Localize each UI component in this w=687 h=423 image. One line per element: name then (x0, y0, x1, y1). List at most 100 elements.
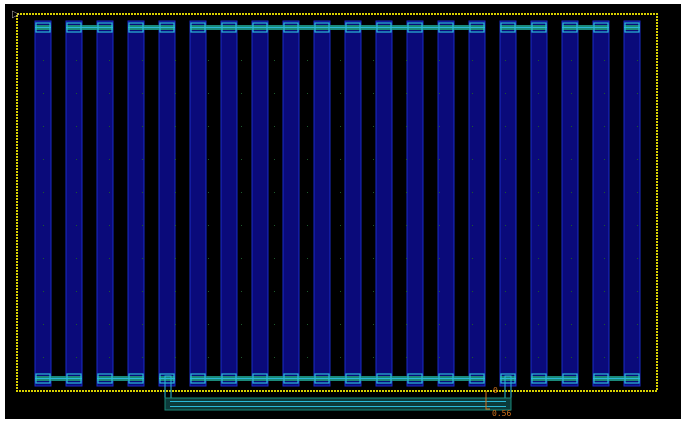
grid-dot (109, 159, 110, 160)
grid-dot (406, 225, 407, 226)
grid-dot (472, 192, 473, 193)
grid-dot (538, 258, 539, 259)
grid-dot (505, 258, 506, 259)
grid-dot (373, 126, 374, 127)
grid-dot (241, 159, 242, 160)
grid-dot (340, 324, 341, 325)
grid-dot (439, 357, 440, 358)
grid-dot (373, 324, 374, 325)
grid-dot (241, 291, 242, 292)
grid-dot (241, 324, 242, 325)
grid-dot (439, 192, 440, 193)
grid-dot (571, 357, 572, 358)
grid-dot (43, 126, 44, 127)
grid-dot (43, 60, 44, 61)
grid-dot (406, 324, 407, 325)
grid-dot (637, 291, 638, 292)
grid-dot (43, 258, 44, 259)
layout-drawing (16, 13, 658, 411)
grid-dot (274, 93, 275, 94)
grid-dot (406, 159, 407, 160)
grid-dot (142, 258, 143, 259)
grid-dot (241, 258, 242, 259)
grid-dot (604, 258, 605, 259)
poly-finger (437, 20, 455, 387)
grid-dot (307, 324, 308, 325)
grid-dot (604, 60, 605, 61)
grid-dot (505, 324, 506, 325)
ruler-start-label: 0 (493, 386, 498, 395)
layout-canvas[interactable]: ▷ 0 0.56 (5, 4, 681, 419)
top-contact-row-line (66, 27, 113, 28)
poly-finger (127, 20, 145, 387)
poly-finger (189, 20, 207, 387)
grid-dot (472, 291, 473, 292)
poly-finger (96, 20, 114, 387)
grid-dot (373, 357, 374, 358)
grid-dot (637, 192, 638, 193)
grid-dot (307, 159, 308, 160)
grid-dot (439, 258, 440, 259)
grid-dot (142, 93, 143, 94)
route-line (170, 406, 506, 407)
grid-dot (439, 60, 440, 61)
grid-dot (340, 258, 341, 259)
bottom-route-metal (164, 397, 512, 411)
grid-dot (274, 291, 275, 292)
grid-dot (76, 93, 77, 94)
grid-dot (505, 60, 506, 61)
grid-dot (373, 93, 374, 94)
grid-dot (604, 159, 605, 160)
grid-dot (637, 60, 638, 61)
grid-dot (505, 159, 506, 160)
poly-finger (499, 20, 517, 387)
grid-dot (373, 258, 374, 259)
grid-dot (43, 225, 44, 226)
grid-dot (142, 291, 143, 292)
grid-dot (274, 357, 275, 358)
grid-dot (76, 126, 77, 127)
grid-dot (175, 60, 176, 61)
grid-dot (472, 93, 473, 94)
grid-dot (208, 93, 209, 94)
grid-dot (241, 225, 242, 226)
grid-dot (208, 126, 209, 127)
grid-dot (109, 357, 110, 358)
grid-dot (604, 324, 605, 325)
grid-dot (406, 126, 407, 127)
top-contact-row-line (128, 27, 175, 28)
grid-dot (538, 357, 539, 358)
grid-dot (241, 192, 242, 193)
grid-dot (208, 60, 209, 61)
grid-dot (307, 225, 308, 226)
grid-dot (505, 93, 506, 94)
grid-dot (637, 324, 638, 325)
grid-dot (208, 159, 209, 160)
grid-dot (307, 258, 308, 259)
grid-dot (307, 357, 308, 358)
grid-dot (538, 159, 539, 160)
grid-dot (472, 357, 473, 358)
poly-finger (468, 20, 486, 387)
grid-dot (142, 324, 143, 325)
bottom-contact-row-line (97, 378, 144, 379)
grid-dot (340, 126, 341, 127)
grid-dot (208, 192, 209, 193)
grid-dot (439, 291, 440, 292)
grid-dot (109, 126, 110, 127)
grid-dot (241, 60, 242, 61)
grid-dot (175, 192, 176, 193)
grid-dot (43, 291, 44, 292)
grid-dot (175, 324, 176, 325)
grid-dot (406, 258, 407, 259)
grid-dot (175, 159, 176, 160)
grid-dot (76, 159, 77, 160)
poly-finger (65, 20, 83, 387)
grid-dot (340, 291, 341, 292)
top-contact-row-line (190, 27, 485, 28)
grid-dot (637, 357, 638, 358)
grid-dot (472, 126, 473, 127)
grid-dot (538, 192, 539, 193)
grid-dot (604, 357, 605, 358)
grid-dot (274, 258, 275, 259)
